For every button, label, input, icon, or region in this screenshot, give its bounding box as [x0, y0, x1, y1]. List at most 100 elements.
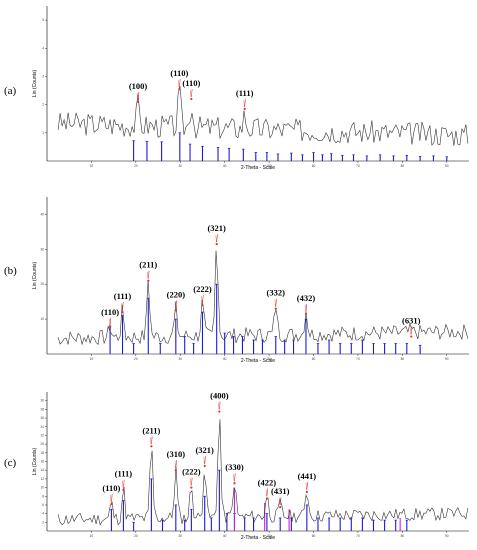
y-tick-label: 8 — [42, 494, 44, 498]
peak-pointer — [191, 477, 193, 486]
peak-label: (321) — [195, 445, 214, 455]
y-tick-label: 2 — [42, 103, 44, 107]
peak-label: (441) — [298, 471, 317, 481]
x-tick-label: 90 — [445, 357, 449, 361]
y-tick-label: 20 — [40, 442, 44, 446]
peak-pointer — [147, 270, 150, 279]
peak-label: (111) — [236, 88, 254, 98]
y-tick-label: 4 — [42, 46, 44, 50]
x-tick-label: 30 — [178, 534, 182, 538]
x-tick-label: 30 — [178, 357, 182, 361]
peak-marker — [147, 279, 150, 282]
x-tick-label: 30 — [178, 164, 182, 168]
peak-label: (332) — [267, 288, 286, 298]
x-tick-label: 40 — [223, 534, 227, 538]
y-tick-label: 10 — [40, 486, 44, 490]
x-tick-label: 40 — [223, 164, 227, 168]
peak-marker — [304, 312, 308, 315]
y-tick-label: 24 — [40, 425, 44, 429]
y-tick-label: 30 — [40, 399, 44, 403]
peak-pointer — [219, 401, 221, 410]
y-tick-label: 22 — [40, 433, 44, 437]
peak-label: (631) — [402, 316, 421, 326]
peak-label: (111) — [115, 469, 133, 479]
peak-marker — [218, 410, 221, 413]
peak-pointer — [179, 79, 181, 88]
x-tick-label: 70 — [356, 357, 360, 361]
peak-marker — [274, 307, 277, 310]
x-axis-title: 2-Theta - Scale — [241, 358, 275, 364]
peak-label: (310) — [167, 449, 186, 459]
peak-label: (222) — [193, 284, 212, 294]
x-tick-label: 90 — [445, 164, 449, 168]
peak-marker — [265, 497, 268, 500]
x-tick-label: 10 — [90, 357, 94, 361]
peak-label: (330) — [225, 462, 244, 472]
panel-label: (b) — [4, 265, 17, 277]
panel-label: (a) — [4, 85, 17, 97]
y-tick-label: 6 — [42, 503, 44, 507]
peak-marker — [201, 304, 204, 307]
peak-label: (321) — [207, 223, 226, 233]
peak-marker — [136, 100, 140, 103]
peak-marker — [190, 97, 193, 101]
peak-pointer — [123, 479, 125, 488]
peak-pointer — [216, 234, 218, 243]
x-tick-label: 50 — [267, 534, 271, 538]
y-axis-title: Lin (Counts) — [32, 448, 38, 476]
x-tick-label: 10 — [90, 534, 94, 538]
x-axis-title: 2-Theta - Scale — [241, 535, 275, 541]
peak-marker — [110, 502, 113, 506]
peak-marker — [203, 464, 206, 467]
x-tick-label: 80 — [401, 534, 405, 538]
peak-label: (110) — [101, 307, 119, 317]
peak-pointer — [175, 300, 177, 309]
x-tick-label: 80 — [401, 164, 405, 168]
peak-pointer — [266, 488, 268, 497]
peak-pointer — [109, 317, 112, 326]
peak-label: (211) — [142, 425, 160, 435]
diffraction-curve — [57, 85, 469, 146]
peak-marker — [233, 482, 236, 485]
diffraction-curve — [57, 419, 469, 526]
x-tick-label: 40 — [223, 357, 227, 361]
x-tick-label: 20 — [134, 357, 138, 361]
panel-label: (c) — [4, 457, 17, 469]
peak-label: (220) — [167, 289, 186, 299]
y-tick-label: 14 — [40, 468, 44, 472]
peak-pointer — [234, 473, 236, 482]
x-tick-label: 50 — [267, 164, 271, 168]
y-tick-label: 20 — [40, 282, 44, 286]
x-tick-label: 70 — [356, 164, 360, 168]
peak-pointer — [279, 497, 282, 506]
y-tick-label: 3 — [42, 74, 44, 78]
peak-label: (431) — [271, 486, 290, 496]
peak-label: (211) — [139, 260, 157, 270]
peak-pointer — [111, 494, 113, 503]
x-tick-label: 90 — [445, 534, 449, 538]
x-tick-label: 10 — [90, 164, 94, 168]
y-tick-label: 10 — [40, 317, 44, 321]
peak-marker — [215, 243, 218, 246]
peak-marker — [410, 335, 413, 338]
peak-pointer — [137, 91, 140, 100]
peak-marker — [178, 88, 181, 91]
x-tick-label: 20 — [134, 534, 138, 538]
x-tick-label: 60 — [312, 357, 316, 361]
y-tick-label: 12 — [40, 477, 44, 481]
y-tick-label: 5 — [42, 18, 44, 22]
x-axis-title: 2-Theta - Scale — [241, 165, 275, 171]
x-tick-label: 80 — [401, 357, 405, 361]
peak-pointer — [410, 326, 413, 335]
peak-label: (111) — [114, 291, 132, 301]
peak-pointer — [275, 298, 277, 307]
peak-pointer — [175, 460, 177, 469]
peak-marker — [174, 469, 177, 472]
peak-label: (422) — [258, 477, 277, 487]
peak-marker — [108, 326, 112, 329]
x-tick-label: 70 — [356, 534, 360, 538]
peak-pointer — [306, 481, 308, 490]
peak-marker — [305, 490, 308, 494]
peak-pointer — [204, 455, 206, 464]
